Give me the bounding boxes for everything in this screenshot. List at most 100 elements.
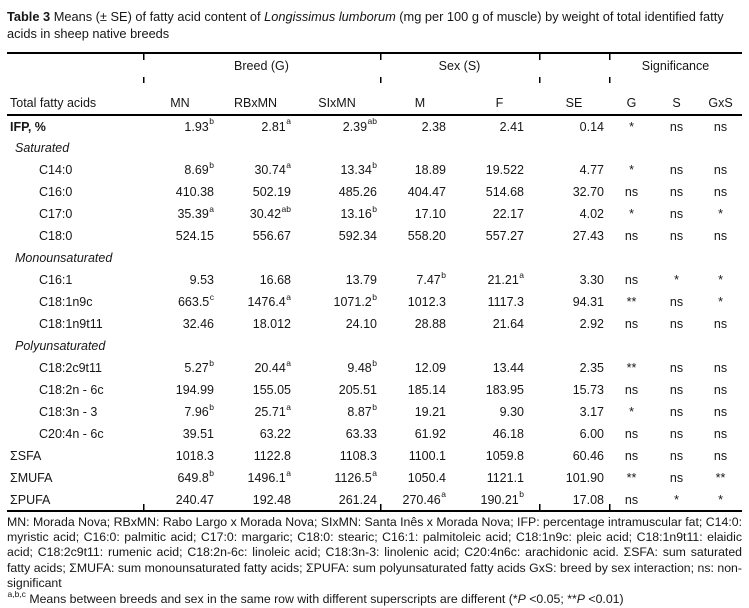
table-cell: 63.22 [259,427,291,441]
superscript: a [372,467,377,478]
superscript: c [209,291,214,302]
table-cell: ns [713,317,728,331]
table-cell: 22.17 [492,207,524,221]
table-cell: 2.38 [421,119,446,134]
row-label: C16:0 [39,185,73,199]
column-header: MN [143,77,217,115]
table-row: C18:3n - 3 7.96b 25.71a 8.87b 19.21 9.30 3.17 *… [7,401,742,423]
table-caption: Table 3 Means (± SE) of fatty acid conte… [7,8,742,42]
row-label: IFP, % [10,119,46,134]
table-cell: 2.35 [579,361,604,375]
row-label: C14:0 [39,163,73,177]
table-cell: 63.33 [345,427,377,441]
table-cell: 21.64 [492,317,524,331]
table-cell: 0.14 [579,119,604,134]
table-cell: ns [624,427,639,441]
table-cell: 1117.3 [487,295,524,309]
table-cell: 5.27b [184,357,214,375]
table-cell: 16.68 [259,273,291,287]
table-row: Saturated [7,137,742,159]
table-cell: 13.16b [340,203,377,221]
table-row: Monounsaturated [7,247,742,269]
superscript: a [286,116,291,127]
table-cell: 13.44 [492,361,524,375]
table-cell: ns [669,317,684,331]
table-row: C20:4n - 6c 39.51 63.22 63.33 61.92 46.18 6.00… [7,423,742,445]
table-cell: ns [669,207,684,221]
column-header: F [495,96,504,110]
table-cell: 21.21a [487,269,524,287]
footnote-abbreviations: MN: Morada Nova; RBxMN: Rabo Largo x Mor… [7,515,742,590]
table-cell: ns [713,361,728,375]
table-cell: 12.09 [414,361,446,375]
superscript: a [286,159,291,170]
table-cell: 485.26 [338,185,377,199]
text-segment: P [517,592,526,607]
superscript: b [209,116,214,127]
table-row: C17:0 35.39a 30.42ab 13.16b 17.10 22.17 4.02 * n… [7,203,742,225]
table-cell: ns [713,449,728,463]
table-cell: ns [669,229,684,243]
table-cell: 2.92 [579,317,604,331]
row-label: ΣSFA [10,449,42,463]
table-cell: 1059.8 [485,449,524,463]
table-cell: 663.5c [177,291,214,309]
column-header: G [609,77,654,115]
row-label: C18:3n - 3 [39,405,98,419]
column-header: SIxMN [318,96,356,110]
table-row: ΣPUFA 240.47 192.48 261.24 270.46a 190.21b 17.… [7,489,742,511]
table-cell: ** [626,295,637,309]
table-cell: 261.24 [338,492,377,507]
section-label: Saturated [15,141,70,155]
superscript: b [209,159,214,170]
row-label: C18:1n9c [39,295,93,309]
table-cell: 1122.8 [253,449,291,463]
table-cell: * [629,163,634,177]
table-cell: 1121.1 [486,471,524,485]
table-cell: ns [624,317,639,331]
table-cell: 558.20 [407,229,446,243]
superscript: a [441,489,446,500]
table-cell: * [718,295,723,309]
table-cell: * [629,207,634,221]
table-cell: 190.21b [480,489,524,507]
table-cell: 404.47 [407,185,446,199]
superscript: ab [281,203,291,214]
table-cell: 19.522 [485,163,524,177]
table-cell: ns [624,383,639,397]
table-cell: 32.46 [182,317,214,331]
table-cell: 17.10 [414,207,446,221]
table-cell: 1476.4a [247,291,291,309]
superscript: b [209,401,214,412]
footnote-significance: a,b,c Means between breeds and sex in th… [7,590,742,607]
table-cell: ns [669,361,684,375]
table-cell: 13.34b [340,159,377,177]
table-cell: 3.30 [579,273,604,287]
text-segment: Means (± SE) of fatty acid content of [53,9,265,24]
column-header-row: Total fatty acids MN RBxMN SIxMN M F SE G S GxS [7,77,742,115]
table-cell: 19.21 [414,405,446,419]
table-cell: * [674,492,679,507]
text-segment: (mg per 100 g of muscle) by weight of to… [7,9,724,41]
superscript: a [209,203,214,214]
table-cell: 183.95 [485,383,524,397]
table-cell: 1496.1a [247,467,291,485]
superscript: a [286,401,291,412]
table-cell: 25.71a [254,401,291,419]
table-cell: 2.41 [499,119,524,134]
table-cell: ns [624,273,639,287]
column-header: GxS [708,96,733,110]
table-cell: ns [669,471,684,485]
table-cell: ns [624,449,639,463]
table-cell: 9.30 [499,405,524,419]
table-cell: ns [669,295,684,309]
table-cell: 3.17 [579,405,604,419]
row-label: C18:0 [39,229,73,243]
table-cell: ns [624,185,639,199]
column-header: M [380,77,460,115]
table-cell: 39.51 [182,427,214,441]
group-header-empty [7,53,143,77]
table-body: IFP, % 1.93b 2.81a 2.39ab 2.38 2.41 0.14 * ns ns S… [7,115,742,511]
table-cell: * [629,119,634,134]
table-cell: 194.99 [175,383,214,397]
